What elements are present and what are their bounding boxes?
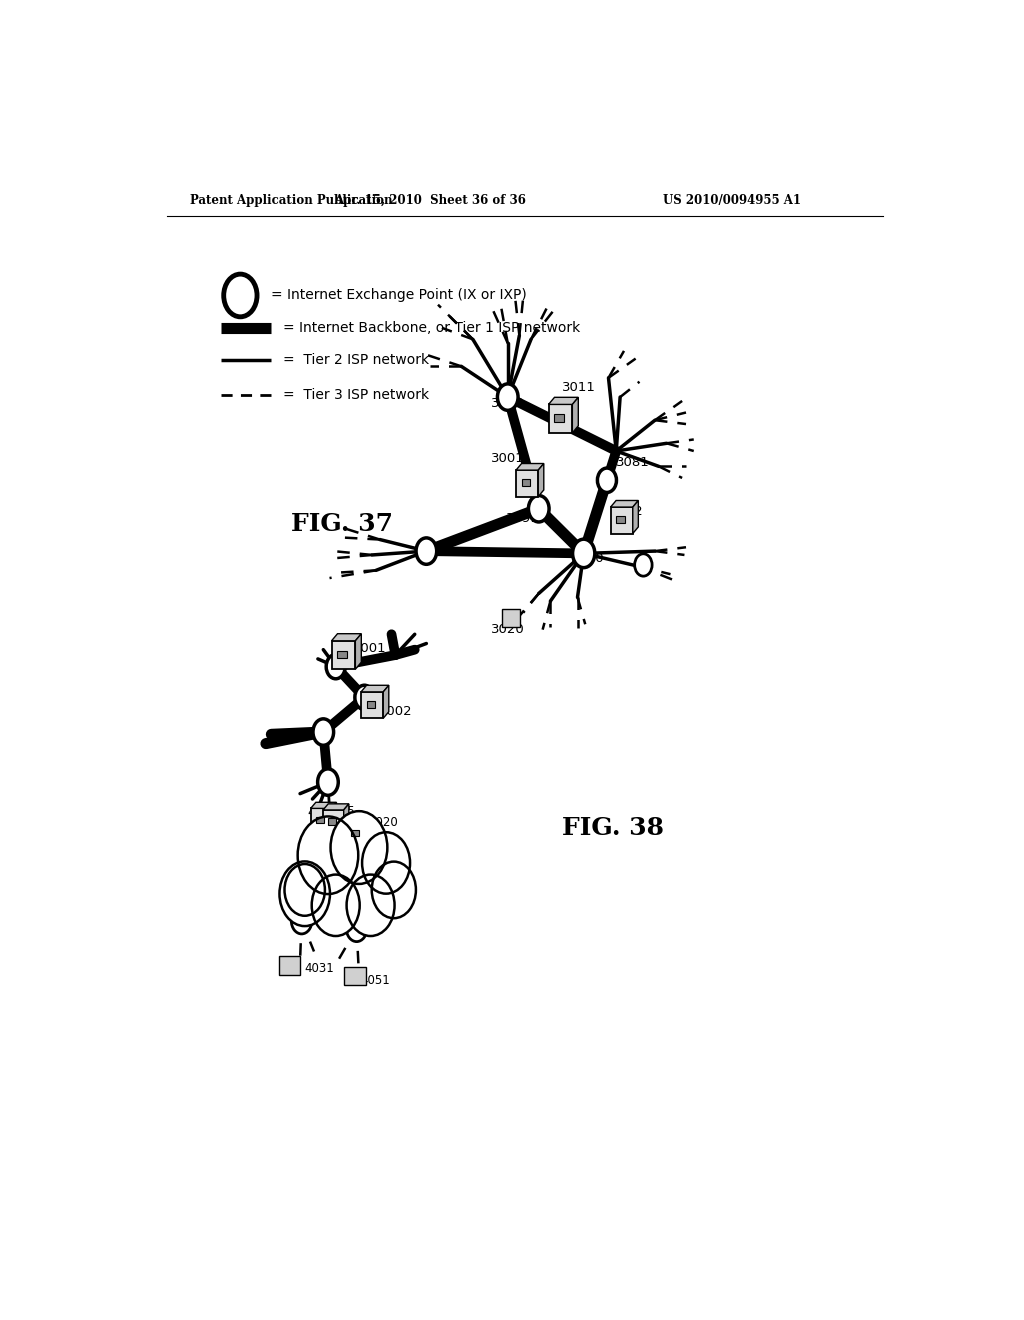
Circle shape	[498, 384, 518, 411]
FancyBboxPatch shape	[338, 651, 347, 657]
FancyBboxPatch shape	[516, 470, 539, 496]
Text: 4014: 4014	[308, 807, 338, 820]
FancyBboxPatch shape	[521, 479, 530, 486]
Polygon shape	[367, 816, 372, 846]
FancyBboxPatch shape	[315, 817, 324, 824]
Text: 3011: 3011	[562, 381, 596, 395]
FancyBboxPatch shape	[367, 701, 376, 708]
Text: 3091: 3091	[506, 512, 540, 525]
Polygon shape	[323, 804, 349, 810]
Polygon shape	[610, 500, 638, 507]
Text: = Internet Backbone, or Tier 1 ISP network: = Internet Backbone, or Tier 1 ISP netwo…	[283, 321, 581, 335]
Text: Patent Application Publication: Patent Application Publication	[190, 194, 392, 207]
Circle shape	[311, 875, 359, 936]
Polygon shape	[355, 634, 361, 669]
FancyBboxPatch shape	[279, 956, 299, 974]
Text: 4015: 4015	[326, 805, 355, 818]
Text: US 2010/0094955 A1: US 2010/0094955 A1	[663, 194, 801, 207]
Polygon shape	[633, 500, 638, 533]
Text: Apr. 15, 2010  Sheet 36 of 36: Apr. 15, 2010 Sheet 36 of 36	[334, 194, 526, 207]
Polygon shape	[572, 397, 579, 433]
FancyBboxPatch shape	[350, 830, 359, 836]
Text: 4002: 4002	[378, 705, 412, 718]
Circle shape	[285, 865, 325, 916]
Polygon shape	[332, 803, 337, 833]
Text: 3001: 3001	[490, 453, 524, 465]
Circle shape	[635, 554, 652, 576]
Circle shape	[346, 915, 367, 941]
Text: =  Tier 3 ISP network: = Tier 3 ISP network	[283, 388, 429, 401]
Polygon shape	[361, 685, 389, 692]
Circle shape	[372, 862, 416, 919]
Polygon shape	[345, 816, 372, 821]
Circle shape	[355, 685, 374, 710]
Text: 3070: 3070	[490, 397, 524, 409]
Circle shape	[597, 469, 616, 492]
Circle shape	[291, 907, 312, 935]
Text: 3080: 3080	[571, 552, 605, 565]
Text: 4051: 4051	[360, 974, 390, 987]
Text: 4001: 4001	[352, 643, 386, 656]
FancyBboxPatch shape	[616, 516, 625, 523]
Text: 4020: 4020	[369, 816, 398, 829]
Polygon shape	[310, 803, 337, 808]
Circle shape	[416, 537, 436, 565]
Text: 3020: 3020	[490, 623, 524, 636]
FancyBboxPatch shape	[502, 609, 519, 627]
FancyBboxPatch shape	[610, 507, 633, 533]
FancyBboxPatch shape	[344, 968, 367, 985]
Circle shape	[362, 832, 410, 894]
Text: =  Tier 2 ISP network: = Tier 2 ISP network	[283, 354, 429, 367]
FancyBboxPatch shape	[329, 818, 337, 825]
Circle shape	[528, 495, 549, 521]
FancyBboxPatch shape	[332, 640, 355, 669]
Text: 3002: 3002	[610, 504, 644, 517]
Polygon shape	[332, 634, 361, 640]
Text: FIG. 38: FIG. 38	[562, 816, 664, 841]
FancyBboxPatch shape	[310, 808, 332, 833]
Circle shape	[327, 655, 345, 678]
Circle shape	[317, 768, 338, 796]
Circle shape	[280, 862, 330, 927]
Polygon shape	[383, 685, 389, 718]
Text: = Internet Exchange Point (IX or IXP): = Internet Exchange Point (IX or IXP)	[271, 289, 527, 302]
Polygon shape	[539, 463, 544, 496]
Polygon shape	[344, 804, 349, 834]
Text: FIG. 37: FIG. 37	[291, 512, 393, 536]
Circle shape	[331, 812, 387, 884]
Circle shape	[572, 539, 595, 568]
Text: 4031: 4031	[305, 962, 335, 975]
FancyBboxPatch shape	[555, 414, 564, 421]
FancyBboxPatch shape	[549, 404, 572, 433]
Circle shape	[298, 817, 358, 894]
Circle shape	[346, 875, 394, 936]
Circle shape	[313, 719, 334, 746]
Polygon shape	[549, 397, 579, 404]
FancyBboxPatch shape	[361, 692, 383, 718]
Text: 4010: 4010	[339, 816, 369, 829]
FancyBboxPatch shape	[345, 821, 367, 846]
Text: 3081: 3081	[616, 455, 650, 469]
Polygon shape	[516, 463, 544, 470]
FancyBboxPatch shape	[323, 810, 344, 834]
Text: 4041: 4041	[341, 921, 371, 935]
